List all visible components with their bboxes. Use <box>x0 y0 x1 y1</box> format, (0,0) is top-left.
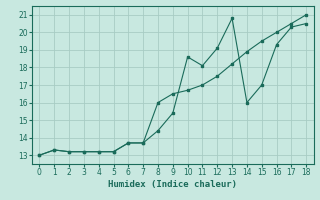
X-axis label: Humidex (Indice chaleur): Humidex (Indice chaleur) <box>108 180 237 189</box>
